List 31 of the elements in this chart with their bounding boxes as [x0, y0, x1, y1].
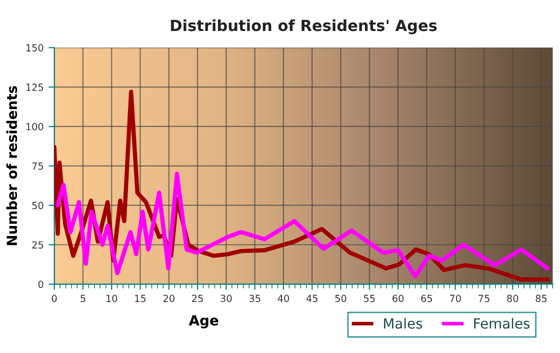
y-tick-label: 125: [26, 84, 44, 91]
x-tick-label: 65: [421, 294, 432, 302]
x-tick-label: 0: [52, 294, 57, 302]
x-tick-label: 5: [80, 294, 86, 302]
x-tick-label: 20: [163, 294, 174, 302]
x-tick-label: 50: [335, 294, 346, 302]
x-tick-label: 40: [278, 294, 290, 302]
x-tick-label: 60: [392, 294, 404, 302]
x-tick-label: 80: [507, 294, 518, 302]
x-tick-label: 25: [192, 294, 203, 302]
y-tick-label: 50: [32, 202, 44, 210]
chart-title: Distribution of Residents' Ages: [171, 19, 437, 34]
y-tick-label: 150: [26, 44, 44, 52]
legend-label: Males: [384, 318, 422, 329]
line-series: [56, 172, 550, 278]
x-tick-label: 55: [364, 294, 375, 302]
y-tick-label: 75: [32, 162, 44, 170]
x-tick-label: 30: [220, 294, 232, 302]
x-tick-label: 45: [306, 294, 318, 302]
y-tick-label: 25: [32, 241, 44, 249]
x-tick-label: 75: [478, 294, 490, 302]
x-tick-label: 15: [135, 294, 146, 302]
y-tick-label: 100: [26, 122, 44, 130]
x-tick-label: 35: [249, 294, 260, 302]
y-tick-label: 0: [38, 280, 44, 288]
x-tick-label: 10: [106, 294, 118, 302]
legend-label: Females: [474, 318, 530, 329]
x-tick-label: 70: [450, 294, 461, 302]
x-axis-title: Age: [188, 315, 218, 328]
y-axis-title: Number of residents: [6, 86, 18, 246]
x-tick-label: 85: [536, 294, 547, 302]
